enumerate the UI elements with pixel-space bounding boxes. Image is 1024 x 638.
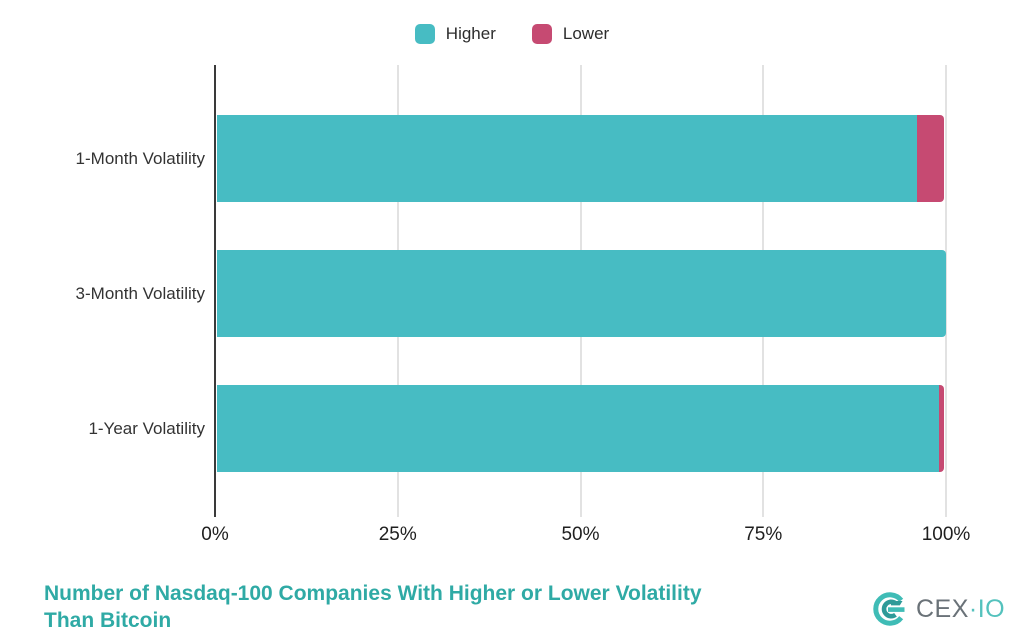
x-tick-label-50: 50% xyxy=(561,524,600,545)
category-label-2: 3-Month Volatility xyxy=(75,283,205,303)
legend-label-lower: Lower xyxy=(562,24,610,43)
logo-text-cex: CEX xyxy=(916,594,969,623)
legend-item-higher: Higher xyxy=(414,24,496,44)
bar-segment-higher xyxy=(217,385,939,472)
x-tick-label-75: 75% xyxy=(744,524,783,545)
bar-segment-lower xyxy=(916,115,944,202)
cexio-logo-icon xyxy=(873,592,905,626)
bar-1 xyxy=(217,115,944,202)
x-tick-label-25: 25% xyxy=(378,524,417,545)
bar-segment-higher xyxy=(217,250,946,337)
brand-logo: CEX·IO xyxy=(871,589,1005,629)
category-label-1: 1-Month Volatility xyxy=(75,148,205,168)
chart-title-line1: Number of Nasdaq-100 Companies With High… xyxy=(44,582,702,605)
legend-label-higher: Higher xyxy=(445,24,496,43)
bar-3 xyxy=(217,385,944,472)
y-axis-line xyxy=(214,65,216,517)
legend: Higher Lower xyxy=(0,24,1024,44)
chart-title: Number of Nasdaq-100 Companies With High… xyxy=(44,580,804,634)
cexio-logo-text: CEX·IO xyxy=(916,595,1005,624)
gridline-100 xyxy=(945,65,947,517)
x-tick-label-100: 100% xyxy=(921,524,971,545)
legend-swatch-lower xyxy=(531,24,552,44)
logo-text-io: IO xyxy=(977,594,1006,623)
category-label-3: 1-Year Volatility xyxy=(88,418,205,438)
bar-segment-higher xyxy=(217,115,917,202)
logo-text-separator: · xyxy=(968,594,978,623)
legend-item-lower: Lower xyxy=(531,24,610,44)
legend-swatch-higher xyxy=(414,24,435,44)
bar-2 xyxy=(217,250,946,337)
bar-segment-lower xyxy=(938,385,944,472)
x-tick-label-0: 0% xyxy=(201,524,229,545)
chart-title-line2: Than Bitcoin xyxy=(44,609,172,632)
